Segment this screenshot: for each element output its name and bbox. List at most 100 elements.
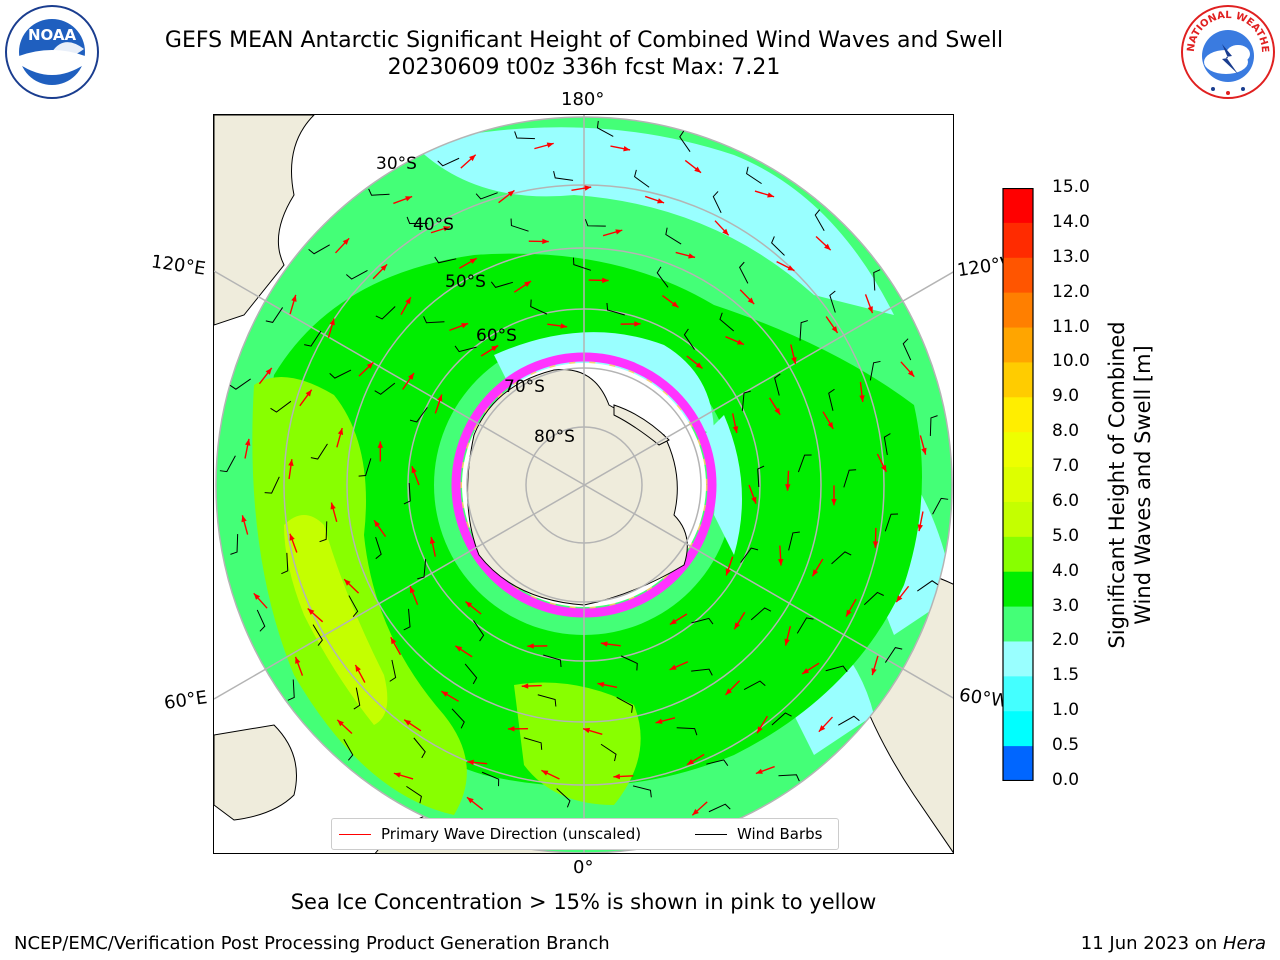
wave-arrow-head bbox=[692, 808, 699, 816]
wind-barb bbox=[556, 788, 571, 808]
wind-barb bbox=[406, 216, 428, 224]
wave-arrow-head bbox=[767, 192, 775, 198]
wave-arrow-head bbox=[831, 326, 838, 333]
wave-arrow-head bbox=[755, 768, 763, 774]
wave-arrow-head bbox=[410, 586, 416, 594]
wind-barb bbox=[358, 458, 372, 477]
wind-barb bbox=[797, 454, 812, 473]
wave-arrow-head bbox=[725, 688, 732, 695]
wind-barb bbox=[256, 609, 266, 632]
colorbar-tick-label: 0.0 bbox=[1052, 770, 1080, 790]
wave-arrow-head bbox=[751, 496, 757, 504]
wind-barb bbox=[265, 307, 284, 323]
wind-barb bbox=[475, 192, 498, 200]
wave-arrow-head bbox=[872, 541, 879, 548]
wind-barb bbox=[409, 407, 428, 423]
wind-barb bbox=[464, 663, 478, 685]
wind-barb bbox=[584, 219, 606, 227]
wave-arrow-head bbox=[686, 759, 694, 765]
wave-arrow-head bbox=[467, 759, 474, 766]
colorbar-tick-label: 9.0 bbox=[1052, 386, 1080, 407]
wind-barb bbox=[746, 166, 762, 185]
wave-arrow-head bbox=[546, 142, 554, 148]
wave-arrow-head bbox=[337, 719, 344, 727]
wind-barb bbox=[230, 534, 239, 555]
wind-barb bbox=[264, 476, 280, 494]
wave-arrow-head bbox=[241, 515, 247, 523]
wind-barb bbox=[741, 390, 751, 411]
wind-barb bbox=[348, 595, 359, 617]
colorbar-tick-label: 10.0 bbox=[1052, 351, 1090, 372]
lat-label-50s: 50°S bbox=[445, 272, 486, 292]
colorbar-title-line1: Significant Height of Combined bbox=[1105, 321, 1129, 649]
colorbar-bin bbox=[1003, 327, 1033, 363]
wave-arrow-head bbox=[374, 520, 381, 528]
map-canvas: 30°S 40°S 50°S 60°S 70°S 80°S bbox=[214, 115, 953, 853]
colorbar-bin bbox=[1003, 536, 1033, 573]
wind-barb bbox=[543, 654, 562, 668]
wind-barb bbox=[632, 785, 652, 798]
wind-barb bbox=[413, 737, 426, 759]
wind-barb bbox=[219, 455, 236, 473]
wave-arrow-head bbox=[747, 297, 755, 305]
lat-label-30s: 30°S bbox=[376, 154, 417, 174]
wind-barb bbox=[308, 244, 330, 255]
wind-barb bbox=[510, 218, 529, 232]
wave-arrow-head bbox=[907, 370, 915, 377]
wind-barb bbox=[490, 281, 514, 288]
wave-arrow-head bbox=[777, 558, 784, 566]
wave-arrow-head bbox=[408, 373, 414, 380]
wave-arrow-head bbox=[688, 253, 696, 259]
colorbar-tick-label: 5.0 bbox=[1052, 525, 1080, 546]
wave-arrow-head bbox=[411, 466, 417, 474]
footer-date: 11 Jun 2023 on Hera bbox=[1081, 933, 1266, 954]
wave-arrow-head bbox=[613, 773, 620, 780]
colorbar-tick-label: 8.0 bbox=[1052, 421, 1080, 442]
colorbar-tick-label: 11.0 bbox=[1052, 316, 1090, 337]
wind-barb bbox=[706, 759, 729, 766]
wave-arrow-head bbox=[736, 339, 744, 345]
wave-arrow-head bbox=[917, 524, 923, 532]
wave-arrow-head bbox=[784, 638, 790, 646]
wind-barb bbox=[620, 655, 638, 671]
wave-arrow-head bbox=[787, 265, 795, 271]
wind-barb bbox=[665, 227, 682, 245]
wave-arrow-head bbox=[469, 154, 476, 162]
wind-barb bbox=[514, 131, 535, 140]
wind-barb bbox=[743, 680, 766, 691]
colorbar-tick-label: 2.0 bbox=[1052, 630, 1080, 651]
wind-barb bbox=[691, 617, 714, 625]
colorbar-bin bbox=[1003, 746, 1033, 782]
wind-barb bbox=[917, 580, 939, 592]
lon-label-0: 0° bbox=[573, 857, 594, 878]
meridians bbox=[214, 115, 953, 853]
wind-barb bbox=[796, 617, 814, 634]
wave-arrow-head bbox=[441, 691, 449, 697]
wind-barb bbox=[873, 269, 881, 291]
wave-arrow-head bbox=[507, 190, 515, 197]
footer-date-text: 11 Jun 2023 on bbox=[1080, 933, 1223, 954]
colorbar-bin bbox=[1003, 432, 1033, 468]
wave-arrow-head bbox=[405, 297, 411, 305]
colorbar-tick-label: 1.5 bbox=[1052, 665, 1080, 686]
wave-arrow-head bbox=[846, 609, 852, 617]
wind-barb bbox=[831, 551, 852, 565]
wave-arrow-head bbox=[344, 579, 351, 586]
wind-barb bbox=[884, 647, 903, 663]
wave-arrow-head bbox=[634, 321, 641, 327]
wave-arrow-head bbox=[295, 656, 301, 664]
wave-arrow-head bbox=[380, 264, 388, 271]
wave-arrow-head bbox=[583, 727, 591, 734]
wind-barb bbox=[423, 316, 445, 324]
wind-barb bbox=[523, 737, 543, 750]
wind-barb bbox=[375, 536, 382, 560]
wave-arrow-head bbox=[527, 643, 534, 649]
wind-barb bbox=[843, 469, 857, 488]
wave-arrow-head bbox=[921, 447, 927, 455]
wind-barb bbox=[676, 727, 698, 736]
lon-label-60e: 60°E bbox=[162, 687, 209, 714]
lat-label-70s: 70°S bbox=[504, 377, 545, 397]
wave-arrow-head bbox=[818, 725, 826, 732]
wind-barb bbox=[656, 266, 669, 288]
colorbar-tick-label: 12.0 bbox=[1052, 281, 1090, 302]
